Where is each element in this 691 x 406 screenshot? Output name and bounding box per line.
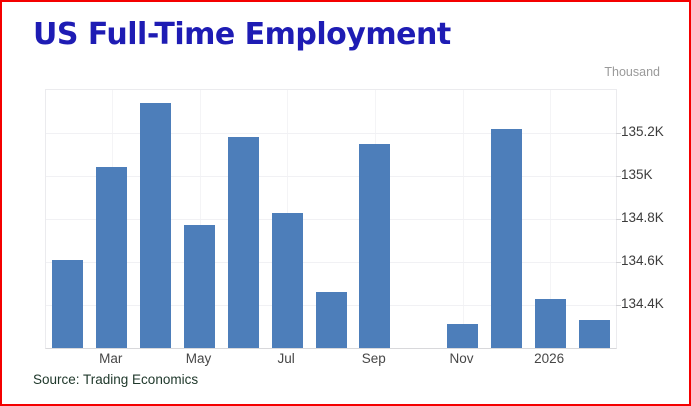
x-axis: Mar May Jul Sep Nov 2026 — [45, 351, 615, 369]
y-axis-label: 134.6K — [621, 253, 664, 268]
chart-title: US Full-Time Employment — [33, 17, 451, 52]
bar-may[interactable] — [184, 225, 215, 348]
horizontal-gridline — [46, 176, 616, 177]
bar-nov[interactable] — [447, 324, 478, 348]
bar-mar[interactable] — [96, 167, 128, 348]
y-axis-label: 134.8K — [621, 210, 664, 225]
horizontal-gridline — [46, 262, 616, 263]
bar-jun[interactable] — [227, 137, 259, 348]
unit-label: Thousand — [604, 65, 660, 79]
y-tick-mark — [616, 133, 621, 134]
y-tick-mark — [616, 219, 621, 220]
y-axis-label: 135K — [621, 167, 653, 182]
y-axis-label: 134.4K — [621, 296, 664, 311]
bar-sep[interactable] — [359, 143, 391, 348]
y-tick-mark — [616, 305, 621, 306]
x-axis-label: Mar — [99, 351, 123, 366]
source-attribution: Source: Trading Economics — [33, 372, 199, 387]
bar-dec[interactable] — [490, 128, 522, 348]
x-axis-label: May — [185, 351, 212, 366]
x-axis-label: 2026 — [534, 351, 565, 366]
bar-aug[interactable] — [315, 292, 347, 348]
bar-jul[interactable] — [271, 212, 303, 348]
y-axis-label: 135.2K — [621, 124, 664, 139]
x-axis-label: Jul — [277, 351, 295, 366]
bar-feb[interactable] — [578, 320, 610, 348]
bar-feb[interactable] — [52, 259, 84, 348]
y-tick-mark — [616, 262, 621, 263]
x-axis-label: Sep — [361, 351, 386, 366]
bar-apr[interactable] — [140, 102, 172, 348]
horizontal-gridline — [46, 219, 616, 220]
horizontal-gridline — [46, 133, 616, 134]
x-axis-label: Nov — [449, 351, 474, 366]
y-tick-mark — [616, 176, 621, 177]
y-axis: 135.2K 135K 134.8K 134.6K 134.4K — [621, 89, 689, 347]
plot-area[interactable] — [45, 89, 621, 349]
bar-2026[interactable] — [534, 298, 566, 348]
